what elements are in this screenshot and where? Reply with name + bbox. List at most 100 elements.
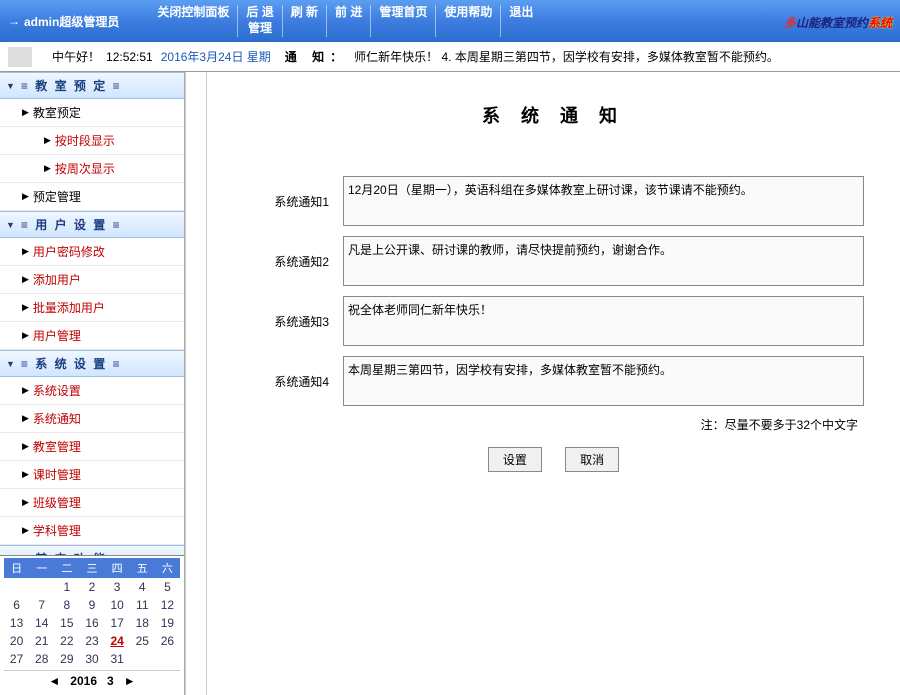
sidebar-item[interactable]: ▶教室预定 xyxy=(0,99,184,127)
cal-day[interactable]: 12 xyxy=(155,596,180,614)
cal-day xyxy=(4,578,29,596)
cal-day[interactable]: 25 xyxy=(130,632,155,650)
notice-row: 系统通知3 xyxy=(243,296,864,346)
notice-textarea-1[interactable] xyxy=(343,176,864,226)
cal-next[interactable]: ► xyxy=(124,674,136,688)
cal-day xyxy=(155,650,180,668)
cal-weekday: 二 xyxy=(54,558,79,578)
cal-day[interactable]: 28 xyxy=(29,650,54,668)
notice-row: 系统通知2 xyxy=(243,236,864,286)
notice-textarea-4[interactable] xyxy=(343,356,864,406)
page-title: 系 统 通 知 xyxy=(243,102,864,128)
cal-day[interactable]: 10 xyxy=(105,596,130,614)
cal-day[interactable]: 2 xyxy=(79,578,104,596)
cal-day[interactable]: 3 xyxy=(105,578,130,596)
sidebar-item[interactable]: ▶按时段显示 xyxy=(0,127,184,155)
user-label: admin超级管理员 xyxy=(24,13,119,30)
cal-weekday: 五 xyxy=(130,558,155,578)
cal-day[interactable]: 5 xyxy=(155,578,180,596)
notice-textarea-2[interactable] xyxy=(343,236,864,286)
cal-day[interactable]: 1 xyxy=(54,578,79,596)
notice-label: 系统通知1 xyxy=(243,193,343,210)
cal-day[interactable]: 22 xyxy=(54,632,79,650)
nav-back[interactable]: 后 退 管理 xyxy=(238,5,282,36)
button-row: 设置 取消 xyxy=(243,447,864,472)
cal-day[interactable]: 15 xyxy=(54,614,79,632)
cal-day[interactable]: 19 xyxy=(155,614,180,632)
brand-a: 多 xyxy=(784,16,796,30)
top-header: → admin超级管理员 关闭控制面板 后 退 管理 刷 新 前 进 管理首页 … xyxy=(0,0,900,42)
sidebar-item[interactable]: ▶预定管理 xyxy=(0,183,184,211)
cal-day[interactable]: 6 xyxy=(4,596,29,614)
cal-day[interactable]: 24 xyxy=(105,632,130,650)
cal-day[interactable]: 27 xyxy=(4,650,29,668)
sidebar-item[interactable]: ▶系统设置 xyxy=(0,377,184,405)
notice-textarea-3[interactable] xyxy=(343,296,864,346)
cal-weekday: 六 xyxy=(155,558,180,578)
set-button[interactable]: 设置 xyxy=(488,447,542,472)
cal-prev[interactable]: ◄ xyxy=(48,674,60,688)
cal-day[interactable]: 4 xyxy=(130,578,155,596)
calendar: 日一二三四五六 12345678910111213141516171819202… xyxy=(0,555,184,695)
nav-refresh[interactable]: 刷 新 xyxy=(283,5,327,36)
clock: 12:52:51 xyxy=(106,50,153,64)
cal-weekday: 三 xyxy=(79,558,104,578)
cal-day[interactable]: 31 xyxy=(105,650,130,668)
notice-label: 系统通知4 xyxy=(243,373,343,390)
note-hint: 注：尽量不要多于32个中文字 xyxy=(243,416,864,433)
cal-day[interactable]: 16 xyxy=(79,614,104,632)
cal-month: 3 xyxy=(107,674,114,688)
sidebar-item[interactable]: ▶班级管理 xyxy=(0,489,184,517)
sidebar-category[interactable]: ▼≡ 教 室 预 定 ≡ xyxy=(0,72,184,99)
sidebar-item[interactable]: ▶用户管理 xyxy=(0,322,184,350)
cal-day[interactable]: 18 xyxy=(130,614,155,632)
notice-label: 系统通知2 xyxy=(243,253,343,270)
sidebar-item[interactable]: ▶课时管理 xyxy=(0,461,184,489)
cal-day[interactable]: 14 xyxy=(29,614,54,632)
cal-day[interactable]: 11 xyxy=(130,596,155,614)
cal-day[interactable]: 20 xyxy=(4,632,29,650)
sidebar: ▼≡ 教 室 预 定 ≡▶教室预定▶按时段显示▶按周次显示▶预定管理▼≡ 用 户… xyxy=(0,72,185,695)
nav-forward[interactable]: 前 进 xyxy=(327,5,371,36)
sidebar-item[interactable]: ▶教室管理 xyxy=(0,433,184,461)
brand-logo: 多山能教室预约系统 xyxy=(784,10,892,33)
cal-day[interactable]: 23 xyxy=(79,632,104,650)
cal-day[interactable]: 13 xyxy=(4,614,29,632)
cal-day[interactable]: 7 xyxy=(29,596,54,614)
sidebar-category[interactable]: ▼≡ 系 统 设 置 ≡ xyxy=(0,350,184,377)
sidebar-category[interactable]: ▼≡ 其 它 功 能 ≡ xyxy=(0,545,184,555)
nav-close-panel[interactable]: 关闭控制面板 xyxy=(149,5,238,36)
sidebar-item[interactable]: ▶按周次显示 xyxy=(0,155,184,183)
nav-home[interactable]: 管理首页 xyxy=(371,5,436,36)
info-bar: 中午好！ 12:52:51 2016年3月24日 星期 通 知： 师仁新年快乐！… xyxy=(0,42,900,72)
sidebar-item[interactable]: ▶批量添加用户 xyxy=(0,294,184,322)
cal-day[interactable]: 30 xyxy=(79,650,104,668)
sidebar-item[interactable]: ▶系统通知 xyxy=(0,405,184,433)
sidebar-category[interactable]: ▼≡ 用 户 设 置 ≡ xyxy=(0,211,184,238)
splitter[interactable] xyxy=(185,72,207,695)
sidebar-item[interactable]: ▶添加用户 xyxy=(0,266,184,294)
greeting: 中午好！ xyxy=(52,48,100,65)
content-area: 系 统 通 知 系统通知1 系统通知2 系统通知3 系统通知4 注：尽量不要多于32个… xyxy=(207,72,900,695)
cal-day[interactable]: 8 xyxy=(54,596,79,614)
cal-day[interactable]: 21 xyxy=(29,632,54,650)
notice-row: 系统通知4 xyxy=(243,356,864,406)
cal-day[interactable]: 17 xyxy=(105,614,130,632)
cal-day[interactable]: 26 xyxy=(155,632,180,650)
cal-weekday: 四 xyxy=(105,558,130,578)
brand-c: 系统 xyxy=(868,16,892,30)
nav-help[interactable]: 使用帮助 xyxy=(436,5,501,36)
cancel-button[interactable]: 取消 xyxy=(565,447,619,472)
nav-exit[interactable]: 退出 xyxy=(501,5,541,36)
notice-marquee: 师仁新年快乐！ 4. 本周星期三第四节，因学校有安排，多媒体教室暂不能预约。 xyxy=(354,48,779,65)
cal-day xyxy=(29,578,54,596)
cal-day[interactable]: 9 xyxy=(79,596,104,614)
nav-back-l1: 后 退 xyxy=(246,5,273,21)
arrow-icon: → xyxy=(8,14,20,28)
cal-day[interactable]: 29 xyxy=(54,650,79,668)
top-nav: 关闭控制面板 后 退 管理 刷 新 前 进 管理首页 使用帮助 退出 xyxy=(149,5,541,36)
sidebar-item[interactable]: ▶学科管理 xyxy=(0,517,184,545)
sidebar-item[interactable]: ▶用户密码修改 xyxy=(0,238,184,266)
notice-label: 通 知： xyxy=(285,48,348,65)
cal-weekday: 一 xyxy=(29,558,54,578)
